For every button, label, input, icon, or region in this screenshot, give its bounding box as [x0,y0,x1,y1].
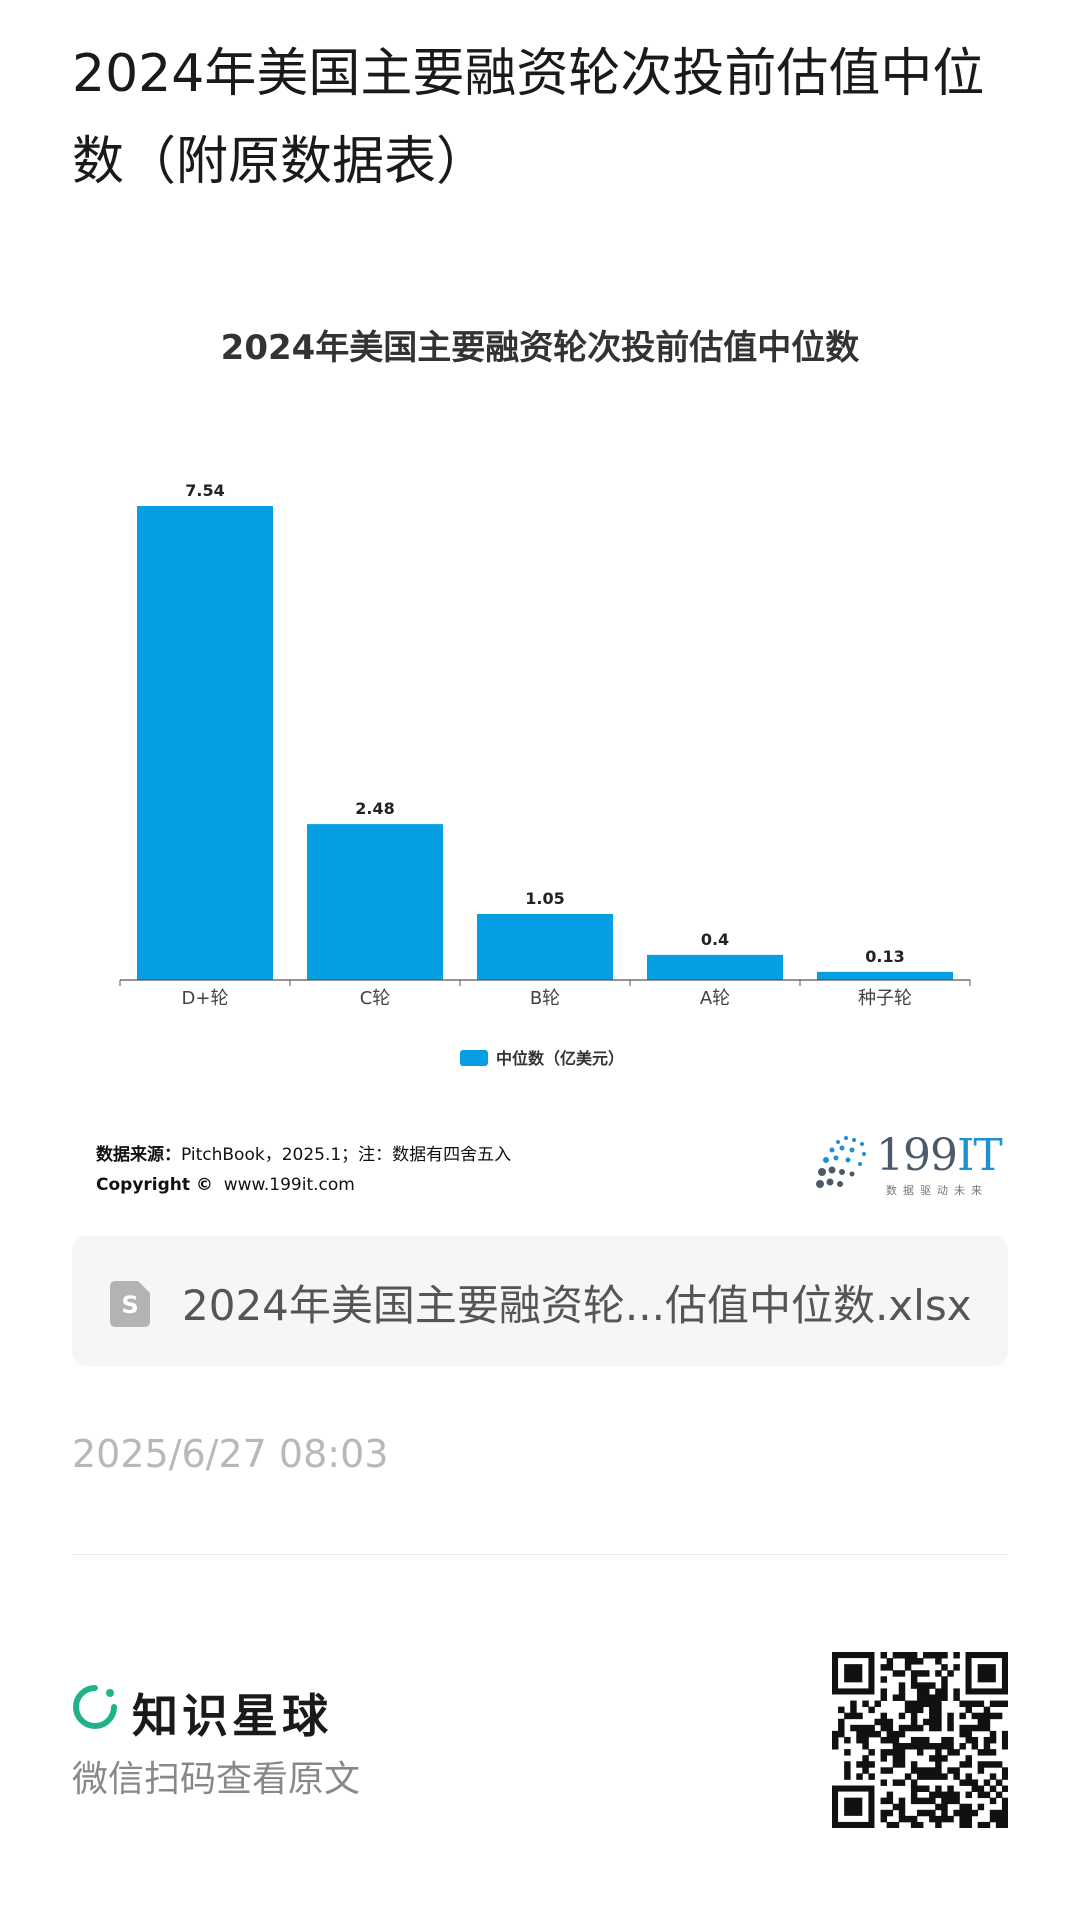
data-label-2: 1.05 [525,889,564,908]
source-text: PitchBook，2025.1；注：数据有四舍五入 [181,1145,512,1165]
zsxq-logo-icon [73,1685,117,1729]
source-label: 数据来源： [96,1145,181,1165]
bar-4 [817,971,953,980]
logo-main-text: 199 [876,1130,958,1181]
divider [72,1554,1008,1555]
legend-swatch [460,1050,488,1066]
logo-199it: 199IT 数据驱动未来 [808,1130,1008,1200]
x-tick-label-2: B轮 [530,988,560,1009]
attachment-file-name[interactable]: 2024年美国主要融资轮...估值中位数.xlsx [182,1281,972,1330]
bar-0 [137,506,273,980]
source-note: 数据来源：PitchBook，2025.1；注：数据有四舍五入 Copyrigh… [96,1140,511,1200]
attachment-file-card[interactable]: S 2024年美国主要融资轮...估值中位数.xlsx [72,1236,1008,1366]
logo-accent-text: IT [956,1130,1003,1181]
brand-name: 知识星球 [132,1689,332,1743]
spreadsheet-icon: S [110,1281,150,1327]
data-label-3: 0.4 [701,930,729,949]
x-tick-label-0: D+轮 [182,988,229,1009]
copyright-site: www.199it.com [223,1175,355,1195]
scan-hint: 微信扫码查看原文 [72,1759,361,1800]
copyright-label: Copyright © [96,1175,213,1195]
post-timestamp: 2025/6/27 08:03 [72,1432,389,1476]
logo-dots-icon [816,1136,866,1188]
bar-1 [307,824,443,980]
legend-label: 中位数（亿美元） [496,1049,624,1068]
bar-2 [477,913,613,980]
logo-slogan: 数据驱动未来 [886,1184,988,1197]
x-tick-label-3: A轮 [700,988,730,1009]
bar-3 [647,954,783,980]
data-label-4: 0.13 [865,947,904,966]
data-label-0: 7.54 [185,481,224,500]
x-tick-label-4: 种子轮 [858,988,912,1009]
chart-title: 2024年美国主要融资轮次投前估值中位数 [220,328,860,368]
bar-chart: 2024年美国主要融资轮次投前估值中位数 7.54 D+轮 2.48 C轮 1.05 B轮… [72,290,1008,1210]
data-label-1: 2.48 [355,799,394,818]
page-title: 2024年美国主要融资轮次投前估值中位数（附原数据表） [72,44,985,192]
x-tick-label-1: C轮 [360,988,391,1009]
qr-code[interactable] [832,1652,1008,1828]
